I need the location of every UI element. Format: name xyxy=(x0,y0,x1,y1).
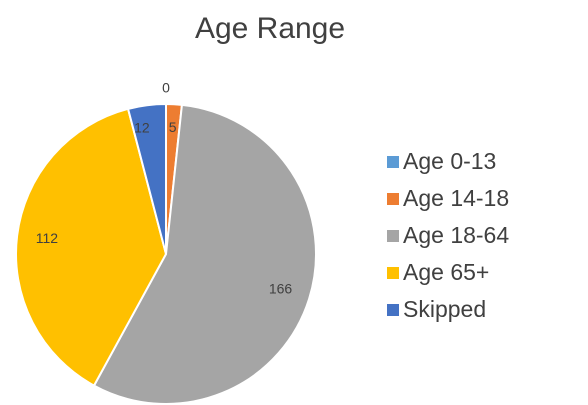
legend-swatch xyxy=(387,230,399,242)
legend-label: Age 0-13 xyxy=(403,148,496,174)
legend-swatch xyxy=(387,267,399,279)
pie-slice xyxy=(92,103,317,405)
pie-slice xyxy=(15,107,168,387)
data-label: 0 xyxy=(162,80,170,96)
data-label: 12 xyxy=(134,120,150,136)
legend-label: Age 14-18 xyxy=(403,185,509,211)
legend-label: Age 65+ xyxy=(403,259,489,285)
pie-slice xyxy=(126,102,167,255)
legend-swatch xyxy=(387,304,399,316)
legend-swatch xyxy=(387,156,399,168)
data-label: 166 xyxy=(269,281,293,297)
legend-swatch xyxy=(387,193,399,205)
legend-label: Skipped xyxy=(403,296,486,322)
data-label: 5 xyxy=(169,119,177,135)
chart-title: Age Range xyxy=(195,12,345,45)
legend-label: Age 18-64 xyxy=(403,222,509,248)
data-label: 112 xyxy=(36,230,59,246)
